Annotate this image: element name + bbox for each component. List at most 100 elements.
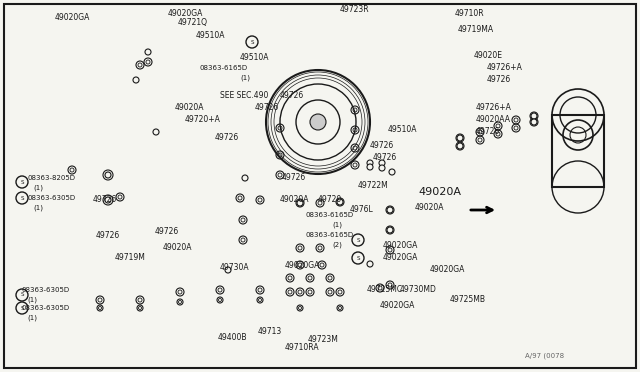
Circle shape: [16, 289, 28, 301]
Text: 49726: 49726: [487, 76, 511, 84]
Text: 49510A: 49510A: [388, 125, 417, 135]
Text: S: S: [356, 256, 360, 260]
Text: 49723M: 49723M: [308, 336, 339, 344]
Circle shape: [379, 160, 385, 166]
Text: 49726: 49726: [280, 90, 304, 99]
Text: 49723R: 49723R: [340, 6, 370, 15]
Circle shape: [531, 119, 537, 125]
Text: SEE SEC.490: SEE SEC.490: [220, 90, 268, 99]
Circle shape: [145, 49, 151, 55]
Text: 49710R: 49710R: [455, 10, 484, 19]
Text: 49720+A: 49720+A: [185, 115, 221, 125]
Circle shape: [133, 77, 139, 83]
Text: 49510A: 49510A: [240, 54, 269, 62]
Text: 08363-6305D: 08363-6305D: [22, 287, 70, 293]
Text: S: S: [20, 196, 24, 201]
Text: 4976L: 4976L: [350, 205, 374, 215]
Text: S: S: [20, 180, 24, 185]
Text: 49725MB: 49725MB: [450, 295, 486, 305]
Text: (1): (1): [332, 222, 342, 228]
Circle shape: [387, 207, 393, 213]
Text: (1): (1): [33, 205, 43, 211]
Circle shape: [367, 261, 373, 267]
Text: 49726: 49726: [373, 154, 397, 163]
Text: S: S: [20, 292, 24, 298]
Text: 49020A: 49020A: [280, 196, 310, 205]
Circle shape: [105, 197, 111, 203]
Text: 49400B: 49400B: [218, 334, 248, 343]
Text: 49721Q: 49721Q: [178, 17, 208, 26]
Circle shape: [352, 252, 364, 264]
Text: 49020E: 49020E: [474, 51, 503, 60]
Text: S: S: [250, 39, 253, 45]
Circle shape: [16, 302, 28, 314]
Circle shape: [153, 129, 159, 135]
Text: 49725MC: 49725MC: [367, 285, 403, 295]
Text: 49020GA: 49020GA: [383, 253, 419, 263]
Text: (1): (1): [33, 185, 43, 191]
Text: 49719M: 49719M: [115, 253, 146, 263]
Text: 49020AA: 49020AA: [476, 115, 511, 125]
Text: (1): (1): [27, 315, 37, 321]
Text: 49726: 49726: [255, 103, 279, 112]
Circle shape: [367, 160, 373, 166]
Text: 49726: 49726: [370, 141, 394, 150]
Circle shape: [531, 113, 537, 119]
Circle shape: [242, 175, 248, 181]
Text: 49726: 49726: [93, 196, 117, 205]
Circle shape: [105, 172, 111, 178]
Text: 49020A: 49020A: [418, 187, 461, 197]
Text: 49726: 49726: [282, 173, 307, 183]
Circle shape: [225, 267, 231, 273]
Text: 49726: 49726: [96, 231, 120, 240]
Text: 49020A: 49020A: [163, 244, 193, 253]
Circle shape: [352, 234, 364, 246]
Text: 08363-6165D: 08363-6165D: [306, 212, 354, 218]
Text: 49726+A: 49726+A: [476, 103, 512, 112]
Circle shape: [457, 135, 463, 141]
Text: 08363-6305D: 08363-6305D: [28, 195, 76, 201]
Text: 49020A: 49020A: [415, 203, 445, 212]
Text: 08363-8205D: 08363-8205D: [28, 175, 76, 181]
Circle shape: [367, 164, 373, 170]
Text: 49020GA: 49020GA: [430, 266, 465, 275]
Text: 08363-6305D: 08363-6305D: [22, 305, 70, 311]
Text: 49713: 49713: [258, 327, 282, 337]
Circle shape: [16, 192, 28, 204]
Text: 49722M: 49722M: [358, 180, 388, 189]
Circle shape: [389, 169, 395, 175]
Circle shape: [310, 114, 326, 130]
Text: S: S: [356, 237, 360, 243]
Text: 08363-6165D: 08363-6165D: [200, 65, 248, 71]
Text: 49020A: 49020A: [175, 103, 205, 112]
Circle shape: [379, 165, 385, 171]
Text: 49726+A: 49726+A: [487, 64, 523, 73]
Text: 08363-6165D: 08363-6165D: [306, 232, 354, 238]
Circle shape: [457, 143, 463, 149]
Text: 49726: 49726: [476, 128, 500, 137]
Text: 49020GA: 49020GA: [285, 260, 321, 269]
Text: (1): (1): [240, 75, 250, 81]
Circle shape: [337, 199, 343, 205]
Text: 49726: 49726: [215, 134, 239, 142]
Circle shape: [16, 176, 28, 188]
Circle shape: [246, 36, 258, 48]
Bar: [552, 115, 604, 187]
Text: (2): (2): [332, 242, 342, 248]
Text: 49726: 49726: [155, 228, 179, 237]
Text: S: S: [20, 305, 24, 311]
Text: 49020GA: 49020GA: [380, 301, 415, 310]
Text: 49020GA: 49020GA: [55, 13, 90, 22]
Text: 49710RA: 49710RA: [285, 343, 319, 353]
Text: 49020GA: 49020GA: [383, 241, 419, 250]
Text: 49510A: 49510A: [196, 32, 225, 41]
Text: 49730A: 49730A: [220, 263, 250, 273]
Circle shape: [387, 227, 393, 233]
Circle shape: [297, 200, 303, 206]
Text: 49719MA: 49719MA: [458, 26, 494, 35]
Text: A/97 (0078: A/97 (0078: [525, 353, 564, 359]
Text: 49730MD: 49730MD: [400, 285, 437, 295]
Text: 49720: 49720: [318, 196, 342, 205]
Text: (1): (1): [27, 297, 37, 303]
Text: 49020GA: 49020GA: [168, 10, 204, 19]
